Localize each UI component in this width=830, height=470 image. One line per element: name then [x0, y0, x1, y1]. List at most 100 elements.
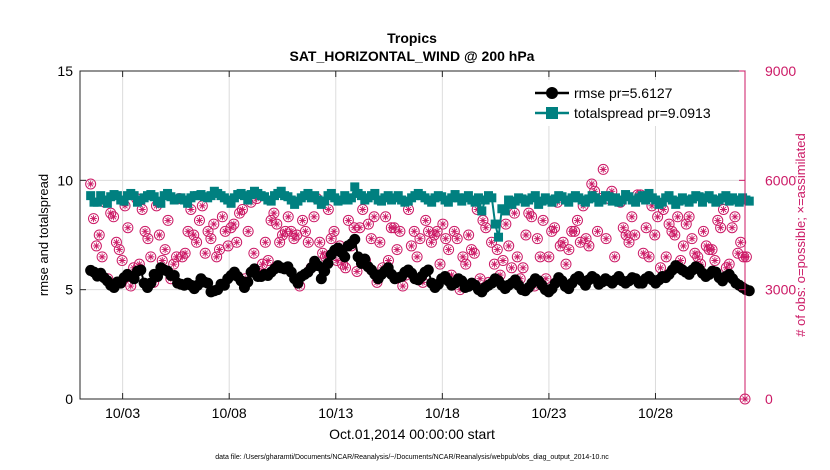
obs-assimilated-marker — [92, 242, 100, 250]
obs-point — [325, 233, 337, 245]
totalspread-point — [266, 196, 276, 206]
obs-assimilated-marker — [599, 165, 607, 173]
x-tick-label: 10/08 — [212, 405, 247, 421]
obs-assimilated-marker — [267, 216, 275, 224]
obs-point — [563, 244, 575, 256]
obs-point — [182, 225, 194, 237]
obs-possible-marker — [256, 258, 268, 270]
obs-point — [560, 258, 572, 270]
x-tick-label: 10/03 — [105, 405, 140, 421]
obs-point — [256, 258, 268, 270]
rmse-point — [135, 264, 147, 276]
obs-possible-marker — [328, 225, 340, 237]
obs-point — [440, 233, 452, 245]
obs-assimilated-marker — [608, 187, 616, 195]
obs-assimilated-marker — [513, 253, 521, 261]
obs-point — [297, 214, 309, 226]
obs-assimilated-marker — [465, 231, 473, 239]
obs-assimilated-marker — [293, 231, 301, 239]
obs-point — [408, 225, 420, 237]
obs-possible-marker — [597, 163, 609, 175]
obs-point — [159, 244, 171, 256]
rmse-point — [349, 233, 361, 245]
obs-point — [626, 211, 638, 223]
rmse-series — [85, 233, 755, 298]
obs-point — [629, 229, 641, 241]
obs-possible-marker — [523, 207, 535, 219]
obs-assimilated-marker — [536, 253, 544, 261]
obs-possible-marker — [726, 222, 738, 234]
obs-point — [162, 214, 174, 226]
obs-assimilated-marker — [330, 227, 338, 235]
obs-assimilated-marker — [677, 257, 685, 265]
obs-assimilated-marker — [522, 231, 530, 239]
y-tick-label: 5 — [65, 282, 73, 298]
obs-assimilated-marker — [622, 231, 630, 239]
obs-point — [302, 236, 314, 248]
obs-assimilated-marker — [141, 227, 149, 235]
obs-assimilated-marker — [416, 235, 424, 243]
totalspread-point — [494, 232, 504, 242]
obs-assimilated-marker — [90, 215, 98, 223]
obs-assimilated-marker — [479, 216, 487, 224]
obs-assimilated-marker — [276, 238, 284, 246]
obs-point — [259, 236, 271, 248]
obs-point — [242, 225, 254, 237]
obs-possible-marker — [437, 218, 449, 230]
obs-point — [308, 211, 320, 223]
obs-assimilated-marker — [244, 227, 252, 235]
obs-assimilated-marker — [376, 238, 384, 246]
obs-point — [686, 233, 698, 245]
obs-assimilated-marker — [642, 224, 650, 232]
obs-assimilated-marker — [207, 235, 215, 243]
obs-point — [729, 211, 741, 223]
obs-possible-marker — [414, 233, 426, 245]
obs-assimilated-marker — [562, 260, 570, 268]
obs-assimilated-marker — [528, 213, 536, 221]
obs-assimilated-marker — [688, 235, 696, 243]
obs-point — [431, 225, 443, 237]
obs-assimilated-marker — [264, 257, 272, 265]
obs-point — [637, 247, 649, 259]
obs-possible-marker — [700, 240, 712, 252]
obs-possible-marker — [116, 255, 128, 267]
obs-assimilated-marker — [399, 282, 407, 290]
totalspread-point — [500, 206, 510, 216]
obs-possible-marker — [268, 207, 280, 219]
obs-point — [110, 236, 122, 248]
totalspread-point — [320, 196, 330, 206]
obs-possible-marker — [666, 225, 678, 237]
rmse-point — [242, 276, 254, 288]
obs-possible-marker — [342, 214, 354, 226]
legend: rmse pr=5.6127 totalspread pr=9.0913 — [530, 80, 738, 126]
obs-point — [219, 225, 231, 237]
obs-assimilated-marker — [482, 224, 490, 232]
obs-possible-marker — [729, 211, 741, 223]
obs-point — [196, 200, 208, 212]
obs-point — [580, 233, 592, 245]
obs-possible-marker — [271, 218, 283, 230]
obs-point — [248, 247, 260, 259]
obs-possible-marker — [411, 251, 423, 263]
obs-point — [193, 214, 205, 226]
obs-assimilated-marker — [261, 238, 269, 246]
obs-point — [285, 225, 297, 237]
obs-possible-marker — [168, 258, 180, 270]
obs-possible-marker — [451, 233, 463, 245]
obs-possible-marker — [242, 225, 254, 237]
legend-rmse-marker — [546, 87, 558, 99]
obs-point — [683, 211, 695, 223]
totalspread-point — [617, 195, 627, 205]
obs-assimilated-marker — [571, 227, 579, 235]
obs-assimilated-marker — [204, 227, 212, 235]
obs-assimilated-marker — [161, 246, 169, 254]
obs-point — [517, 262, 529, 274]
y-tick-label: 15 — [57, 63, 73, 79]
obs-possible-marker — [262, 255, 274, 267]
obs-assimilated-marker — [390, 224, 398, 232]
obs-assimilated-marker — [356, 224, 364, 232]
obs-possible-marker — [620, 229, 632, 241]
obs-assimilated-marker — [682, 220, 690, 228]
obs-assimilated-marker — [301, 227, 309, 235]
